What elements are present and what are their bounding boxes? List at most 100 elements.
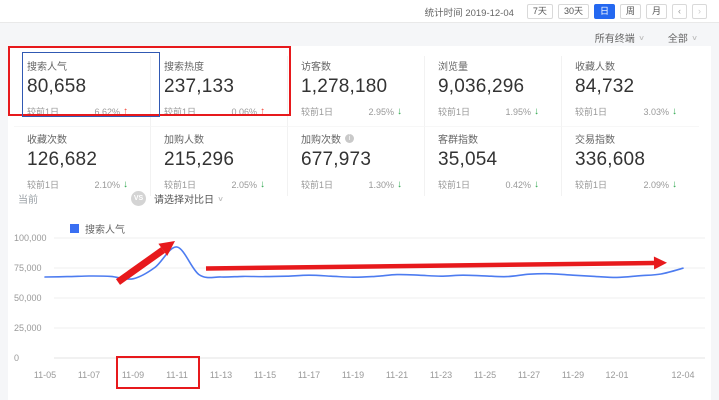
metric-title: 收藏人数 [575,62,615,73]
metric-value: 35,054 [438,149,498,170]
scope-dropdown[interactable]: 全部 ∨ [667,30,698,45]
metric-card-r1c4[interactable]: 交易指数 336,608 较前1日 2.09% ↓ [562,126,699,196]
metric-card-r1c3[interactable]: 客群指数 35,054 较前1日 0.42% ↓ [425,126,562,196]
metric-card-r0c3[interactable]: 浏览量 9,036,296 较前1日 1.95% ↓ [425,56,562,126]
down-arrow-icon: ↓ [397,106,402,117]
chevron-down-icon: ∨ [691,34,698,42]
svg-text:0: 0 [14,353,19,363]
prev-date-button[interactable]: ‹ [672,4,687,19]
down-arrow-icon: ↓ [672,179,677,190]
down-arrow-icon: ↓ [534,106,539,117]
metric-card-r1c0[interactable]: 收藏次数 126,682 较前1日 2.10% ↓ [14,126,151,196]
range-button-2[interactable]: 日 [593,4,615,19]
up-arrow-icon: ↑ [123,106,128,117]
compare-label: 较前1日 [438,180,471,190]
chevron-down-icon: ∨ [217,195,224,203]
svg-text:11-27: 11-27 [518,370,540,380]
metric-title: 收藏次数 [27,135,67,146]
svg-text:75,000: 75,000 [14,263,42,273]
svg-text:11-05: 11-05 [34,370,56,380]
down-arrow-icon: ↓ [397,179,402,190]
topbar-controls: 统计时间 2019-12-04 7天 30天日周月 ‹ › [425,0,707,23]
metric-title: 加购次数 [301,135,341,146]
metric-value: 9,036,296 [438,76,525,97]
chart-legend: 搜索人气 [70,221,125,236]
scope-dropdown-label: 全部 [667,34,688,45]
line-chart: 0 25,000 50,000 75,000 100,000 11-05 11-07 11-0… [14,233,705,380]
compare-label: 较前1日 [438,107,471,117]
compare-label: 较前1日 [27,180,60,190]
metric-card-r0c2[interactable]: 访客数 1,278,180 较前1日 2.95% ↓ [288,56,425,126]
change-percent: 6.62% [94,106,120,117]
metric-title: 交易指数 [575,135,615,146]
svg-text:50,000: 50,000 [14,293,42,303]
metric-value: 126,682 [27,149,98,170]
metric-title: 搜索热度 [164,62,204,73]
info-icon[interactable]: i [345,134,354,143]
change-percent: 0.06% [231,106,257,117]
svg-text:11-13: 11-13 [210,370,232,380]
compare-date-select[interactable]: 请选择对比日 ∨ [154,191,224,206]
down-arrow-icon: ↓ [260,179,265,190]
svg-text:11-07: 11-07 [78,370,100,380]
svg-text:100,000: 100,000 [14,233,47,243]
metric-card-r0c0[interactable]: 搜索人气 80,658 较前1日 6.62% ↑ [14,56,151,126]
metric-title: 搜索人气 [27,62,67,73]
range-buttons: 7天 30天日周月 [522,4,667,19]
compare-label: 较前1日 [164,107,197,117]
metric-value: 336,608 [575,149,646,170]
legend-label: 搜索人气 [85,225,125,236]
svg-text:11-21: 11-21 [386,370,408,380]
compare-label: 较前1日 [164,180,197,190]
svg-text:12-04: 12-04 [671,370,694,380]
svg-text:11-15: 11-15 [254,370,276,380]
down-arrow-icon: ↓ [534,179,539,190]
stat-time-label: 统计时间 [424,7,463,19]
down-arrow-icon: ↓ [672,106,677,117]
terminal-dropdown[interactable]: 所有终端 ∨ [594,30,645,45]
current-label: 当前 [18,195,38,206]
metrics-grid: 搜索人气 80,658 较前1日 6.62% ↑ 搜索热度 237,133 较前1日 0.06%… [14,56,699,196]
metric-card-r1c2[interactable]: 加购次数 i 677,973 较前1日 1.30% ↓ [288,126,425,196]
svg-text:11-19: 11-19 [342,370,364,380]
compare-label: 较前1日 [575,107,608,117]
metric-value: 215,296 [164,149,235,170]
stat-date: 2019-12-04 [465,7,514,19]
range-button-1[interactable]: 30天 [557,4,589,19]
vs-icon: VS [131,191,146,206]
metric-card-r0c1[interactable]: 搜索热度 237,133 较前1日 0.06% ↑ [151,56,288,126]
range-button-0[interactable]: 7天 [526,4,553,19]
compare-label: 较前1日 [575,180,608,190]
up-arrow-icon: ↑ [260,106,265,117]
svg-text:25,000: 25,000 [14,323,42,333]
next-date-button[interactable]: › [692,4,707,19]
chevron-down-icon: ∨ [637,34,645,42]
compare-label: 较前1日 [27,107,60,117]
metric-card-r0c4[interactable]: 收藏人数 84,732 较前1日 3.03% ↓ [562,56,699,126]
metric-value: 84,732 [575,76,635,97]
stat-time: 统计时间 2019-12-04 [425,5,514,19]
change-percent: 2.05% [231,179,257,190]
svg-text:11-17: 11-17 [298,370,320,380]
svg-text:11-23: 11-23 [430,370,452,380]
range-button-4[interactable]: 月 [645,4,667,19]
content-panel [8,46,711,400]
compare-label: 较前1日 [301,107,334,117]
change-percent: 1.30% [368,179,394,190]
svg-text:11-11: 11-11 [166,370,188,380]
change-percent: 3.03% [643,106,669,117]
range-button-3[interactable]: 周 [619,4,641,19]
terminal-dropdown-label: 所有终端 [594,34,635,45]
filters: 所有终端 ∨ 全部 ∨ [594,30,698,45]
down-arrow-icon: ↓ [123,179,128,190]
svg-text:11-25: 11-25 [474,370,496,380]
topbar: 统计时间 2019-12-04 7天 30天日周月 ‹ › [0,0,719,23]
svg-text:12-01: 12-01 [605,370,628,380]
chart-controls: 当前 VS 请选择对比日 ∨ [18,191,224,206]
change-percent: 0.42% [505,179,531,190]
metric-value: 677,973 [301,149,372,170]
compare-label: 较前1日 [301,180,334,190]
metric-value: 237,133 [164,76,235,97]
metric-card-r1c1[interactable]: 加购人数 215,296 较前1日 2.05% ↓ [151,126,288,196]
